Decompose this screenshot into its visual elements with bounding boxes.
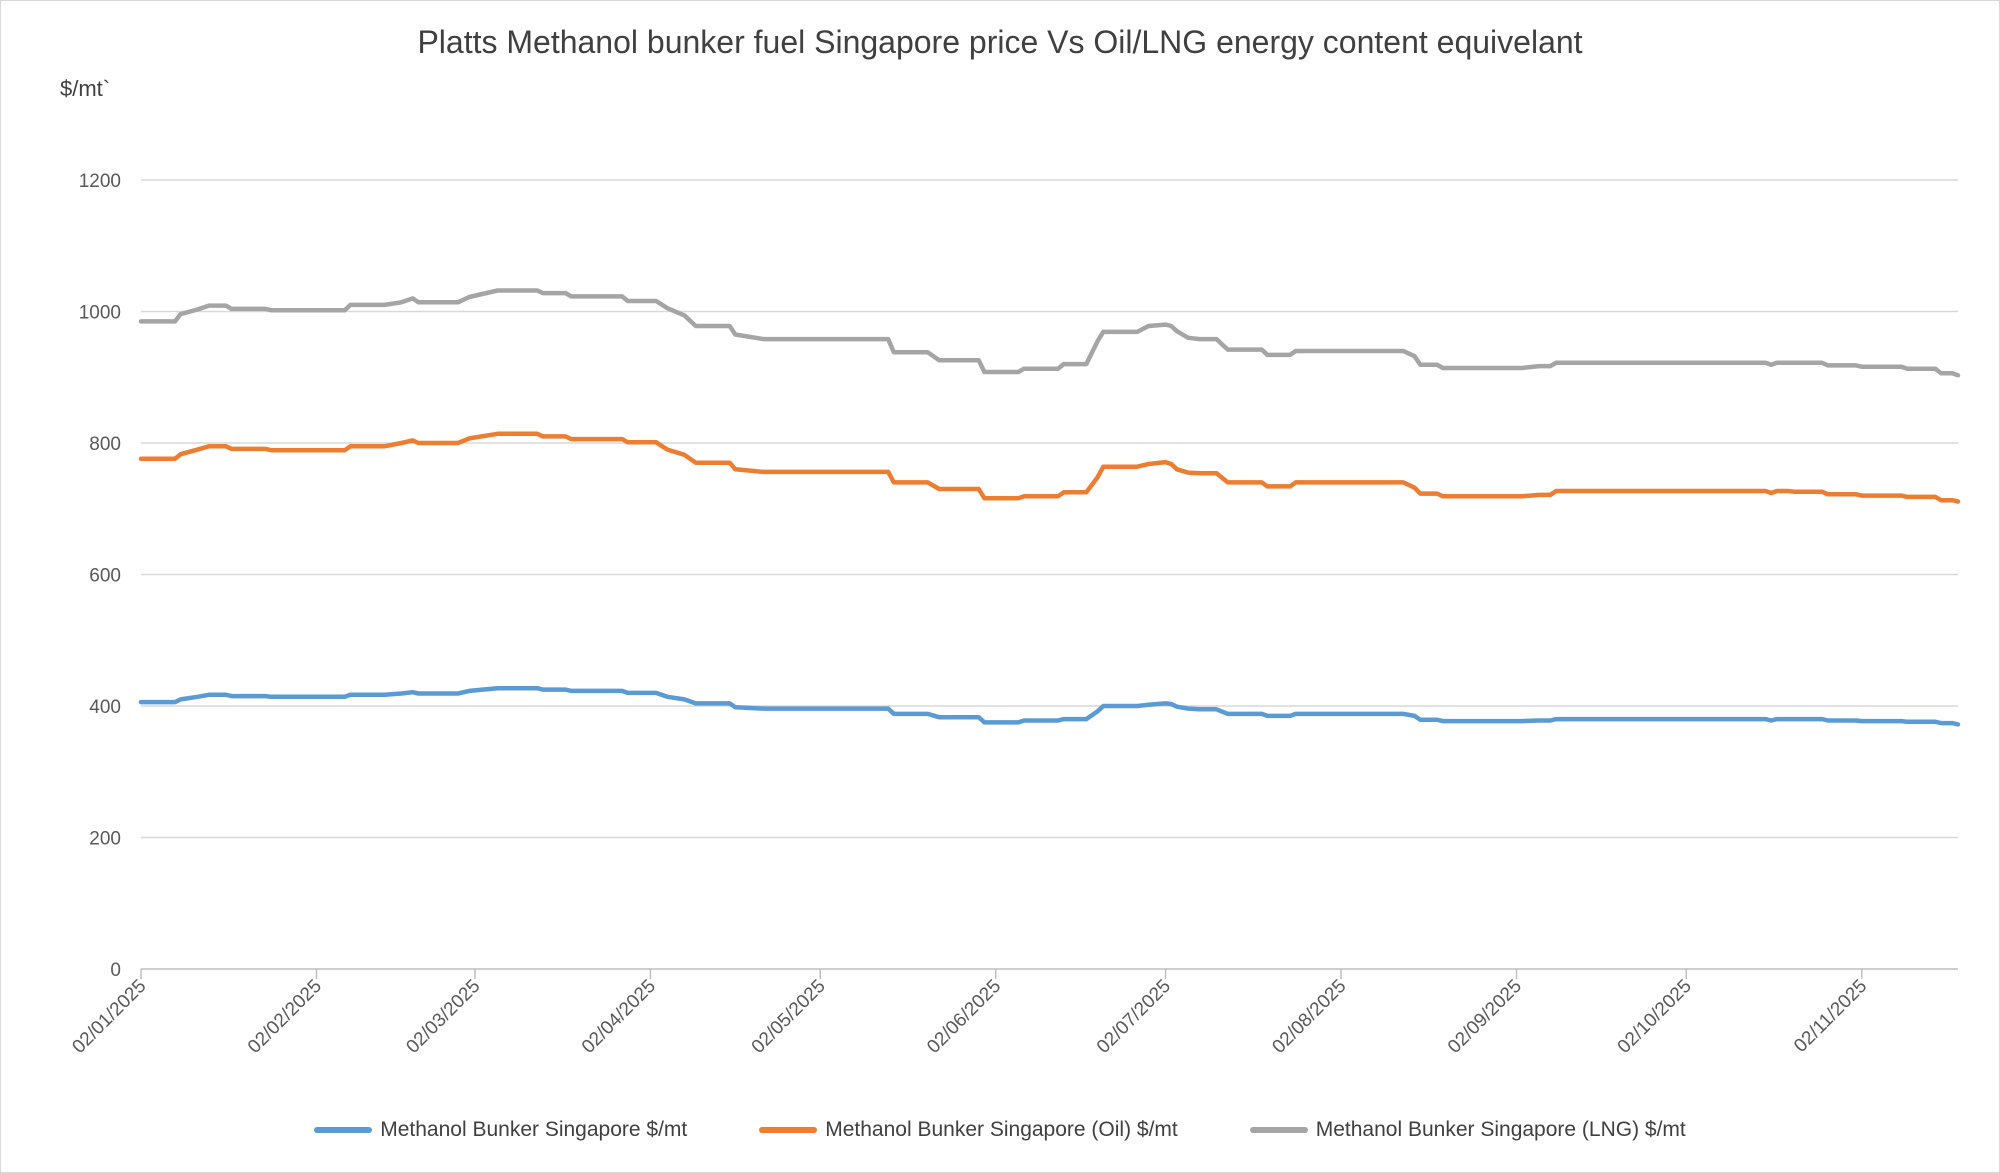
x-tick-label: 02/08/2025 xyxy=(1268,976,1350,1058)
legend-item-methanol: Methanol Bunker Singapore $/mt xyxy=(314,1118,687,1142)
series-lines xyxy=(138,288,1961,727)
x-tick-label: 02/02/2025 xyxy=(244,976,326,1058)
x-tick-label: 02/09/2025 xyxy=(1444,976,1526,1058)
y-axis-ticks: 0 200 400 600 800 1000 1200 xyxy=(79,171,121,981)
y-tick-label: 1200 xyxy=(79,171,121,192)
y-tick-label: 0 xyxy=(110,960,121,981)
x-axis: 02/01/2025 02/02/2025 02/03/2025 02/04/2025… xyxy=(68,968,1958,1058)
legend-item-oil: Methanol Bunker Singapore (Oil) $/mt xyxy=(759,1118,1178,1142)
legend-label-methanol: Methanol Bunker Singapore $/mt xyxy=(380,1118,688,1141)
x-tick-label: 02/10/2025 xyxy=(1614,976,1696,1058)
legend-label-lng: Methanol Bunker Singapore (LNG) $/mt xyxy=(1315,1118,1686,1141)
x-tick-label: 02/03/2025 xyxy=(402,976,484,1058)
y-tick-label: 1000 xyxy=(79,303,121,324)
series-line-oil xyxy=(138,431,1961,504)
y-tick-label: 800 xyxy=(89,434,121,455)
gridlines xyxy=(141,179,1958,839)
series-line-methanol xyxy=(138,685,1961,727)
y-tick-label: 600 xyxy=(89,566,121,587)
x-tick-label: 02/01/2025 xyxy=(68,976,150,1058)
y-tick-label: 200 xyxy=(89,829,121,850)
x-tick-label: 02/06/2025 xyxy=(923,976,1005,1058)
legend-swatch-oil xyxy=(759,1127,818,1133)
legend-swatch-methanol xyxy=(314,1127,373,1133)
legend-item-lng: Methanol Bunker Singapore (LNG) $/mt xyxy=(1249,1118,1686,1142)
y-tick-label: 400 xyxy=(89,697,121,718)
y-axis-unit-label: $/mt` xyxy=(60,76,111,101)
series-line-lng xyxy=(138,288,1961,378)
legend-swatch-lng xyxy=(1249,1127,1308,1133)
x-tick-label: 02/04/2025 xyxy=(578,976,660,1058)
legend-label-oil: Methanol Bunker Singapore (Oil) $/mt xyxy=(825,1118,1178,1141)
x-tick-label: 02/11/2025 xyxy=(1790,976,1871,1057)
x-tick-label: 02/07/2025 xyxy=(1093,976,1175,1058)
legend: Methanol Bunker Singapore $/mt Methanol … xyxy=(0,1118,2000,1142)
x-tick-label: 02/05/2025 xyxy=(748,976,830,1058)
chart-title: Platts Methanol bunker fuel Singapore pr… xyxy=(417,24,1583,60)
